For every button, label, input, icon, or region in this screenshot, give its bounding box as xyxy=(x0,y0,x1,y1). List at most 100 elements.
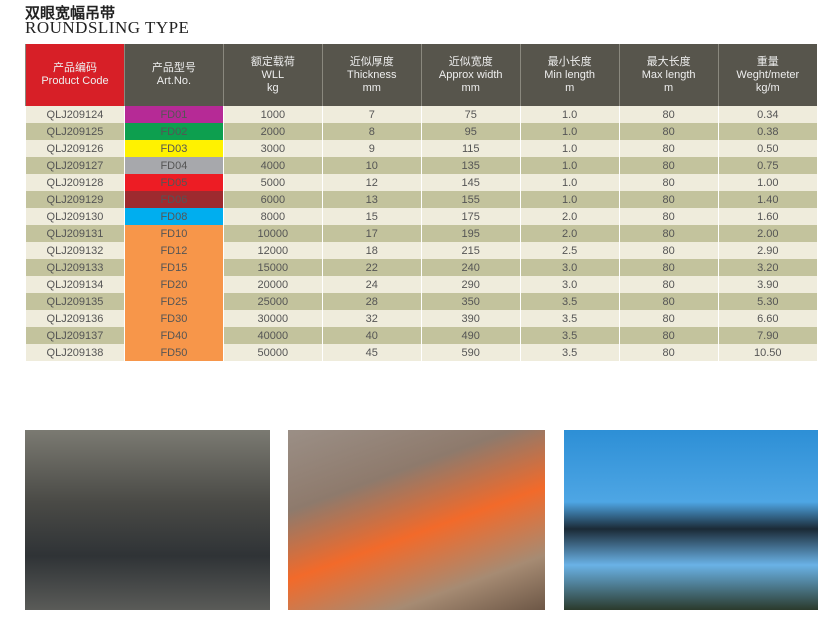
photo-crane-lifting xyxy=(25,430,270,610)
table-cell: 80 xyxy=(618,174,719,191)
table-cell: 1.00 xyxy=(717,174,817,191)
table-cell: 7.90 xyxy=(717,327,817,344)
table-cell: 80 xyxy=(618,123,719,140)
header-unit: kg/m xyxy=(755,81,780,94)
art-no-color-cell: FD08 xyxy=(123,208,224,225)
table-cell: 80 xyxy=(618,259,719,276)
table-row: QLJ209135 FD25 25000 28 350 3.5 80 5.30 xyxy=(25,293,817,310)
title-chinese: 双眼宽幅吊带 xyxy=(25,4,116,22)
table-cell: 10 xyxy=(321,157,422,174)
table-cell: 3.5 xyxy=(519,344,620,361)
table-cell: 80 xyxy=(618,242,719,259)
art-no-color-cell: FD05 xyxy=(123,174,224,191)
header-en: Thickness xyxy=(347,68,397,81)
table-cell: 2.5 xyxy=(519,242,620,259)
table-row: QLJ209134 FD20 20000 24 290 3.0 80 3.90 xyxy=(25,276,817,293)
table-row: QLJ209130 FD08 8000 15 175 2.0 80 1.60 xyxy=(25,208,817,225)
table-cell: 80 xyxy=(618,276,719,293)
header-row: 产品编码 Product Code 产品型号 Art.No. 额定载荷 WLL kg 近似厚度… xyxy=(25,44,817,106)
table-cell: 3.20 xyxy=(717,259,817,276)
table-cell: 12 xyxy=(321,174,422,191)
table-cell: 9 xyxy=(321,140,422,157)
table-cell: 0.75 xyxy=(717,157,817,174)
table-cell: 80 xyxy=(618,191,719,208)
table-cell: 15000 xyxy=(222,259,323,276)
header-unit: m xyxy=(664,81,674,94)
table-cell: 80 xyxy=(618,310,719,327)
table-cell: 1.0 xyxy=(519,157,620,174)
column-header: 额定载荷 WLL kg xyxy=(222,44,323,106)
table-cell: 2000 xyxy=(222,123,323,140)
table-cell: 290 xyxy=(420,276,521,293)
header-cn: 近似厚度 xyxy=(349,55,394,68)
header-en: Weght/meter xyxy=(736,68,800,81)
table-cell: 15 xyxy=(321,208,422,225)
table-row: QLJ209132 FD12 12000 18 215 2.5 80 2.90 xyxy=(25,242,817,259)
table-cell: 590 xyxy=(420,344,521,361)
table-cell: 145 xyxy=(420,174,521,191)
table-cell: 0.38 xyxy=(717,123,817,140)
table-cell: 350 xyxy=(420,293,521,310)
table-cell: 24 xyxy=(321,276,422,293)
header-cn: 近似宽度 xyxy=(448,55,493,68)
table-cell: 3.5 xyxy=(519,327,620,344)
table-cell: QLJ209138 xyxy=(25,344,125,361)
table-cell: 80 xyxy=(618,327,719,344)
art-no-color-cell: FD03 xyxy=(123,140,224,157)
table-cell: 17 xyxy=(321,225,422,242)
table-cell: 80 xyxy=(618,208,719,225)
header-cn: 产品型号 xyxy=(151,62,196,74)
table-cell: 8 xyxy=(321,123,422,140)
table-cell: 0.34 xyxy=(717,106,817,123)
table-cell: 80 xyxy=(618,106,719,123)
table-cell: 22 xyxy=(321,259,422,276)
table-cell: QLJ209133 xyxy=(25,259,125,276)
table-row: QLJ209127 FD04 4000 10 135 1.0 80 0.75 xyxy=(25,157,817,174)
header-en: Approx width xyxy=(438,68,503,81)
table-cell: 2.0 xyxy=(519,208,620,225)
table-row: QLJ209136 FD30 30000 32 390 3.5 80 6.60 xyxy=(25,310,817,327)
column-header: 产品型号 Art.No. xyxy=(123,44,224,106)
table-cell: 1.40 xyxy=(717,191,817,208)
table-cell: 1.0 xyxy=(519,191,620,208)
table-cell: 5.30 xyxy=(717,293,817,310)
table-cell: 1.0 xyxy=(519,123,620,140)
table-cell: 20000 xyxy=(222,276,323,293)
table-cell: QLJ209130 xyxy=(25,208,125,225)
table-cell: 1.0 xyxy=(519,106,620,123)
table-cell: 95 xyxy=(420,123,521,140)
table-row: QLJ209128 FD05 5000 12 145 1.0 80 1.00 xyxy=(25,174,817,191)
table-cell: QLJ209128 xyxy=(25,174,125,191)
header-cn: 产品编码 xyxy=(52,62,97,74)
photo-pipe-lifting xyxy=(564,430,818,610)
photo-orange-roundslings xyxy=(288,430,545,610)
column-header: 重量 Weght/meter kg/m xyxy=(717,44,817,106)
table-cell: 80 xyxy=(618,293,719,310)
spec-table: 产品编码 Product Code 产品型号 Art.No. 额定载荷 WLL kg 近似厚度… xyxy=(25,44,817,361)
table-cell: 2.00 xyxy=(717,225,817,242)
art-no-color-cell: FD10 xyxy=(123,225,224,242)
table-cell: 80 xyxy=(618,140,719,157)
table-row: QLJ209125 FD02 2000 8 95 1.0 80 0.38 xyxy=(25,123,817,140)
art-no-color-cell: FD40 xyxy=(123,327,224,344)
header-en: Art.No. xyxy=(156,75,192,87)
art-no-color-cell: FD25 xyxy=(123,293,224,310)
art-no-color-cell: FD20 xyxy=(123,276,224,293)
table-cell: 1000 xyxy=(222,106,323,123)
table-row: QLJ209131 FD10 10000 17 195 2.0 80 2.00 xyxy=(25,225,817,242)
table-cell: 195 xyxy=(420,225,521,242)
table-cell: 6.60 xyxy=(717,310,817,327)
table-cell: 75 xyxy=(420,106,521,123)
table-cell: 3.0 xyxy=(519,259,620,276)
column-header: 产品编码 Product Code xyxy=(25,44,125,106)
table-cell: 175 xyxy=(420,208,521,225)
table-cell: 50000 xyxy=(222,344,323,361)
table-cell: 115 xyxy=(420,140,521,157)
art-no-color-cell: FD06 xyxy=(123,191,224,208)
header-cn: 最小长度 xyxy=(547,55,592,68)
table-cell: QLJ209125 xyxy=(25,123,125,140)
art-no-color-cell: FD02 xyxy=(123,123,224,140)
art-no-color-cell: FD15 xyxy=(123,259,224,276)
table-cell: 45 xyxy=(321,344,422,361)
header-unit: m xyxy=(565,81,575,94)
